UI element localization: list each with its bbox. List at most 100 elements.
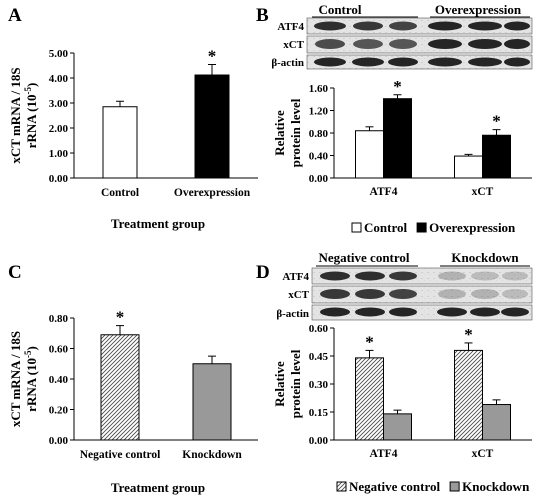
blot-b-band [504,39,530,49]
blot-d-band [355,271,385,281]
chart-c-bar [192,363,232,441]
blot-b-band [428,39,462,49]
chart-b-x-tick-label: xCT [472,186,494,198]
chart-d-ylabel-text: protein level [288,349,303,418]
chart-b-bar [482,134,511,179]
blot-d-band [501,307,529,317]
chart-b-ylabel-text: protein level [288,98,303,167]
blot-d-group-label-1: Negative control [318,250,409,265]
blot-d-group-label-2: Knockdown [451,250,519,265]
chart-d-x-tick-label: xCT [472,448,494,460]
chart-d-bar [482,404,511,441]
chart-b-y-tick-label: 0.40 [309,151,329,163]
blot-b-band [314,21,346,31]
chart-c: 0.00 0.20 0.40 0.60 0.80 xCT mRNA / 18S rRNA (… [8,308,258,495]
chart-b-ylabel-line1: Relative [272,110,287,156]
chart-c-ylabel-line2: rRNA (10-5) [23,346,39,412]
blot-d-band [389,307,417,317]
chart-d-y-tick-label: 0.00 [309,435,329,447]
chart-a-ylabel-close: ) [24,83,39,87]
chart-a-ylabel-line2: rRNA (10-5) [23,83,39,149]
blot-b-band [314,57,346,67]
chart-c-y-tick-label: 0.40 [49,374,69,386]
blot-d-band [355,307,385,317]
chart-d-ylabel-line1: Relative [272,361,287,407]
blot-d-band [471,289,499,299]
chart-b-ylabel: Relative protein level [272,98,303,167]
chart-a-y-tick-label: 1.00 [49,148,69,160]
blot-b-band [389,39,417,49]
chart-c-ylabel-line1: xCT mRNA / 18S [8,331,23,427]
blot-d-band [470,307,500,317]
chart-a-xlabel: Treatment group [111,216,205,231]
chart-a-x-tick-label: Overexpression [174,187,251,199]
chart-c-y-tick-label: 0.60 [49,344,69,356]
panel-letter-a: A [8,5,22,26]
blot-d-band [438,289,466,299]
chart-d-y-tick-label: 0.60 [309,323,329,335]
chart-c-ylabel: xCT mRNA / 18S rRNA (10-5) [8,331,39,427]
panel-letter-b: B [256,5,269,26]
chart-b-legend-label: Control [364,220,407,235]
blot-b-row-label-xct: xCT [283,39,304,51]
blot-b-band [428,57,462,67]
chart-d-legend-swatch [336,481,347,492]
blot-b-band [504,57,530,67]
chart-d-y-tick-label: 0.45 [309,351,329,363]
blot-b-band [468,57,502,67]
chart-c-y-tick-label: 0.80 [49,313,69,325]
chart-c-ylabel-close: ) [24,346,39,350]
blot-d-row-label-xct: xCT [288,289,309,301]
chart-a-ylabel: xCT mRNA / 18S rRNA (10-5) [8,67,39,163]
chart-c-y-tick-label: 0.00 [49,435,69,447]
blot-b-group-label-1: Control [318,2,361,17]
chart-d-y-tick-label: 0.30 [309,379,329,391]
chart-c-significance-star: * [116,308,125,327]
chart-c-bar [100,334,140,441]
blot-b-band [352,57,384,67]
blot-b-band [315,39,345,49]
blot-b-band [468,39,502,49]
chart-c-x-tick-label: Negative control [80,449,161,461]
chart-a-y-tick-label: 5.00 [49,48,69,60]
chart-c-x-tick-label: Knockdown [182,449,242,461]
chart-a-y-tick-label: 2.00 [49,123,69,135]
chart-b-y-tick-label: 1.60 [309,83,329,95]
blot-b-band [353,39,383,49]
chart-b-y-tick-label: 1.20 [309,106,329,118]
panel-letter-d: D [256,262,270,283]
blot-b-row-label-actin: β-actin [271,57,304,69]
chart-a: 0.00 1.00 2.00 3.00 4.00 5.00 xCT mRNA / 18S rR… [8,47,258,231]
western-blot-b: Control Overexpression ATF4 xCT β-actin [271,2,533,70]
blot-d-band [437,307,467,317]
chart-b-bar [383,98,412,179]
chart-b-x-tick-label: ATF4 [370,186,398,198]
blot-d-band [320,289,350,299]
blot-b-bands [314,21,530,67]
chart-d: 0.00 0.15 0.30 0.45 0.60 Relative protein leve… [272,323,532,494]
chart-d-ylabel: Relative protein level [272,349,303,418]
blot-d-band [471,271,499,281]
blot-b-band [504,21,530,31]
blot-b-band [353,21,383,31]
chart-a-significance-star: * [208,47,217,66]
chart-b-significance-star: * [492,112,501,131]
chart-b-bar [355,130,384,179]
chart-b-bar [454,155,483,179]
blot-b-band [468,21,502,31]
blot-d-band [502,289,528,299]
chart-b-y-tick-label: 0.80 [309,128,329,140]
blot-d-band [502,271,528,281]
chart-b-ylabel-line2: protein level [288,98,303,167]
chart-a-ylabel-exponent: -5 [23,87,33,95]
blot-d-band [320,271,350,281]
chart-a-ylabel-line1: xCT mRNA / 18S [8,67,23,163]
blot-d-band [389,289,417,299]
blot-b-group-label-2: Overexpression [435,2,522,17]
blot-d-row-label-atf4: ATF4 [282,271,309,283]
chart-b-y-tick-label: 0.00 [309,173,329,185]
chart-b-legend-label: Overexpression [429,220,516,235]
chart-a-y-tick-label: 4.00 [49,73,69,85]
chart-d-legend-label: Knockdown [462,479,530,494]
